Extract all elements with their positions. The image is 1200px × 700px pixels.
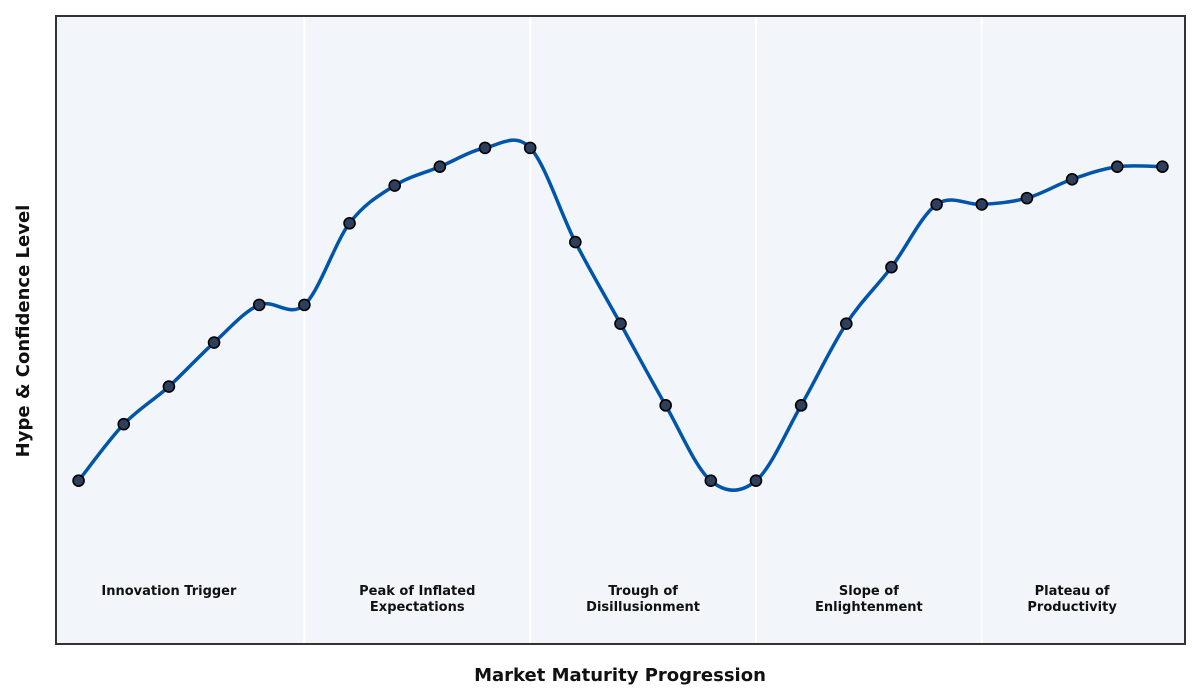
data-point xyxy=(975,198,989,211)
data-point xyxy=(117,417,131,431)
data-point xyxy=(162,380,176,393)
x-axis-title: Market Maturity Progression xyxy=(474,665,766,686)
data-point xyxy=(749,474,763,488)
series-markers xyxy=(72,141,1169,488)
data-point xyxy=(839,317,853,331)
data-point xyxy=(704,474,718,488)
data-point xyxy=(614,317,627,331)
phase-label: Plateau of Productivity xyxy=(1027,584,1117,615)
data-point xyxy=(388,179,402,192)
phase-label: Trough of Disillusionment xyxy=(586,584,700,615)
data-point xyxy=(1110,160,1124,174)
data-point xyxy=(523,141,537,155)
data-point xyxy=(569,235,582,249)
data-point xyxy=(930,198,943,211)
data-point xyxy=(1020,191,1034,205)
data-point xyxy=(252,298,266,312)
data-point xyxy=(659,399,672,412)
phase-label: Innovation Trigger xyxy=(101,584,237,599)
data-point xyxy=(1065,172,1079,186)
y-axis-title: Hype & Confidence Level xyxy=(13,205,34,458)
data-point xyxy=(343,216,356,230)
data-point xyxy=(433,160,447,174)
plot-frame xyxy=(55,15,1186,645)
phase-dividers xyxy=(303,16,983,644)
data-point xyxy=(794,399,808,412)
data-point xyxy=(478,141,492,155)
data-point xyxy=(885,260,898,274)
phase-label: Slope of Enlightenment xyxy=(815,584,923,615)
phase-labels: Innovation Trigger Peak of Inflated Expect… xyxy=(101,584,1117,615)
data-point xyxy=(72,474,85,488)
phase-label: Peak of Inflated Expectations xyxy=(359,584,475,615)
data-point xyxy=(1156,160,1169,174)
data-point xyxy=(298,298,311,312)
data-point xyxy=(207,336,221,349)
